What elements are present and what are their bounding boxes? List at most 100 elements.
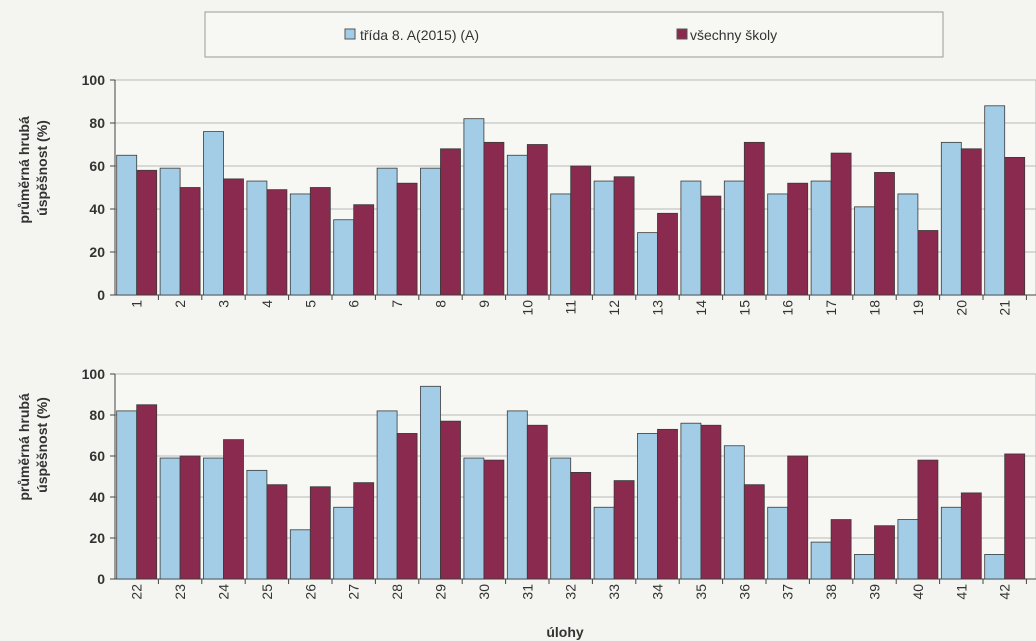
bottom-bar-class — [767, 506, 789, 580]
top-bar-class — [376, 167, 398, 296]
top-xtick-label: 20 — [953, 300, 969, 316]
bottom-bar-class — [593, 506, 615, 580]
top-xtick-label: 2 — [172, 300, 188, 308]
bottom-bar-all — [657, 428, 678, 580]
bottom-xtick-label: 27 — [346, 584, 362, 600]
legend-label-all: všechny školy — [690, 27, 777, 43]
bottom-ytick-label: 80 — [89, 407, 105, 423]
bottom-bar-all — [396, 433, 418, 580]
top-bar-all — [700, 195, 722, 296]
top-bar-all — [657, 212, 678, 296]
top-bar-class — [723, 180, 745, 296]
top-xtick-label: 12 — [606, 300, 622, 316]
top-bar-all — [613, 176, 635, 296]
bottom-bar-all — [266, 484, 288, 580]
top-bar-all — [917, 230, 939, 296]
top-bar-class — [420, 167, 441, 296]
bottom-bar-class — [289, 529, 311, 580]
top-bar-all — [830, 152, 852, 296]
top-bar-class — [810, 180, 832, 296]
bottom-bar-all — [960, 492, 982, 580]
top-bar-all — [136, 169, 158, 296]
bottom-xtick-label: 30 — [476, 584, 492, 600]
top-xtick-label: 8 — [433, 300, 449, 308]
top-xtick-label: 4 — [259, 300, 275, 308]
bottom-bar-class — [333, 506, 355, 580]
top-bar-class — [463, 118, 485, 296]
top-bar-all — [960, 148, 982, 296]
top-xtick-label: 15 — [736, 300, 752, 316]
top-ytick-label: 100 — [82, 72, 106, 88]
bottom-bar-class — [637, 433, 658, 580]
top-ytick-label: 40 — [89, 201, 105, 217]
top-bar-class — [289, 193, 311, 296]
top-bar-all — [353, 204, 375, 296]
top-xtick-label: 6 — [346, 300, 362, 308]
bottom-bar-all — [570, 471, 592, 580]
bottom-xtick-label: 38 — [823, 584, 839, 600]
bottom-bar-all — [613, 480, 635, 580]
bottom-ytick-label: 60 — [89, 448, 105, 464]
legend-box — [204, 11, 944, 58]
top-bar-class — [159, 167, 181, 296]
top-xtick-label: 19 — [910, 300, 926, 316]
top-bar-class — [897, 193, 919, 296]
bottom-xtick-label: 36 — [736, 584, 752, 600]
top-xtick-label: 17 — [823, 300, 839, 316]
bottom-ytick-label: 0 — [97, 571, 105, 587]
bottom-bar-all — [743, 484, 765, 580]
legend-label-class: třída 8. A(2015) (A) — [360, 27, 479, 43]
bottom-bar-all — [787, 455, 809, 580]
top-xtick-label: 21 — [997, 300, 1013, 316]
top-bar-class — [637, 232, 658, 296]
bottom-xtick-label: 24 — [216, 584, 232, 600]
top-xtick-label: 3 — [216, 300, 232, 308]
bottom-xtick-label: 39 — [867, 584, 883, 600]
top-ytick-label: 20 — [89, 244, 105, 260]
top-ylabel: průměrná hrubá úspěšnost (%) — [16, 112, 50, 223]
top-ytick-label: 80 — [89, 115, 105, 131]
top-xtick-label: 16 — [780, 300, 796, 316]
legend-swatch-all — [676, 28, 688, 40]
bottom-ytick-label: 100 — [82, 366, 106, 382]
bottom-bar-all — [353, 482, 375, 580]
bottom-bar-class — [984, 554, 1006, 580]
top-bar-class — [940, 141, 962, 296]
bottom-bar-all — [700, 424, 722, 580]
bottom-bar-all — [309, 486, 331, 580]
bottom-xtick-label: 26 — [302, 584, 318, 600]
bottom-bar-class — [506, 410, 528, 580]
bottom-bar-class — [159, 457, 181, 580]
bottom-xtick-label: 22 — [129, 584, 145, 600]
top-bar-class — [333, 219, 355, 296]
top-bar-class — [506, 154, 528, 296]
bottom-bar-class — [463, 457, 485, 580]
top-ytick-label: 60 — [89, 158, 105, 174]
bottom-bar-class — [940, 506, 962, 580]
top-bar-all — [266, 189, 288, 296]
bottom-xtick-label: 41 — [953, 584, 969, 600]
bottom-bar-class — [376, 410, 398, 580]
bottom-chart: 0 20 40 60 80 100 22 23 24 25 26 27 28 29 30 31 32 33 34 35… — [82, 366, 1036, 600]
bottom-ytick-label: 20 — [89, 530, 105, 546]
bottom-bar-class — [680, 422, 702, 580]
top-xtick-label: 10 — [519, 300, 535, 316]
bottom-xtick-label: 23 — [172, 584, 188, 600]
top-bar-all — [743, 141, 765, 296]
bottom-bar-class — [810, 541, 832, 580]
bottom-bar-all — [440, 420, 461, 580]
bottom-bar-all — [917, 459, 939, 580]
top-bar-all — [1004, 156, 1026, 296]
top-ytick-label: 0 — [97, 287, 105, 303]
legend: třída 8. A(2015) (A) všechny školy — [204, 11, 944, 58]
top-bar-class — [246, 180, 268, 296]
bottom-bar-class — [246, 469, 268, 580]
bottom-bar-class — [116, 410, 138, 580]
bottom-xtick-label: 28 — [389, 584, 405, 600]
top-xtick-label: 18 — [867, 300, 883, 316]
top-bar-class — [984, 105, 1006, 296]
bottom-bar-all — [526, 424, 548, 580]
